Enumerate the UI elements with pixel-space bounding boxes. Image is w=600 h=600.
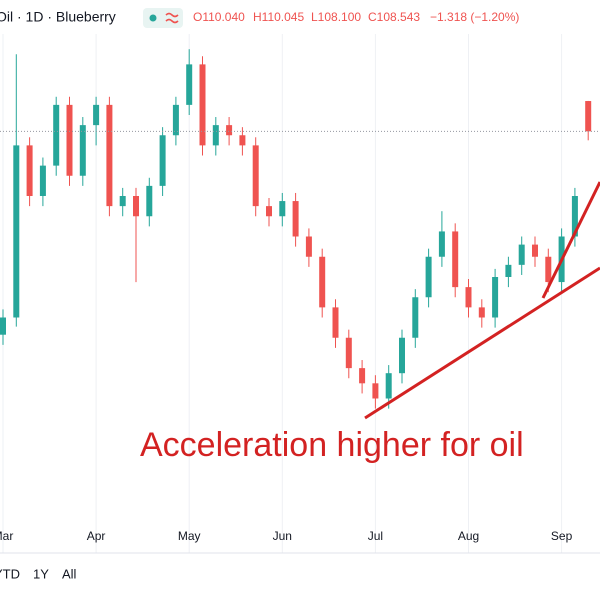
status-icon [165,12,179,24]
candle-body [571,196,578,237]
candle-body [412,297,419,338]
candle-body [425,256,432,298]
candle-body [279,201,286,217]
candle-body [66,104,73,176]
x-tick-label: Apr [87,529,106,543]
candle-body [438,231,445,257]
candle-body [79,125,86,176]
candle-body [119,196,126,207]
candle-body [518,244,525,265]
x-tick-label: Jun [273,529,292,543]
chart-title: Oil · 1D · Blueberry [0,9,116,25]
x-tick-label: May [178,529,201,543]
range-button[interactable]: YTD [0,566,20,581]
candle-body [372,383,379,399]
status-badge [143,8,183,28]
range-button[interactable]: 1Y [33,566,49,581]
candle-body [226,125,233,136]
candle-body [26,145,33,196]
candle-body [53,104,60,166]
candle-body [385,373,392,399]
candle-body [492,277,499,318]
candle-body [146,185,153,217]
x-tick-label: Mar [0,529,13,543]
candle-body [505,264,512,277]
candle-body [452,231,459,288]
candle-body [186,64,193,105]
candle-body [532,244,538,257]
candle-body [345,337,352,369]
trendline [364,266,600,420]
range-buttons: YTD 1Y All [0,566,77,581]
candle-body [359,368,366,384]
candle-body [133,196,139,217]
candle-body [252,145,259,207]
candle-body [266,206,272,217]
quote-value: −1.318 (−1.20%) [430,10,519,24]
range-button[interactable]: All [62,566,77,581]
quote-value: C108.543 [368,10,420,24]
candle-body [399,337,405,374]
quote-value: H110.045 [253,10,304,24]
candle-body [332,307,339,338]
trendline [541,181,600,299]
quote-value: L108.100 [311,10,361,24]
status-dot [149,14,157,22]
candle-body [465,287,472,308]
candle-body [93,104,100,126]
candle-body [172,104,179,136]
header-bg [0,0,600,34]
candle-body [0,317,6,335]
x-tick-label: Sep [551,529,573,543]
candle-body [39,165,46,196]
x-axis: Mar Apr May Jun Jul Aug Sep [0,529,573,543]
candle-body [585,101,592,132]
candle-body [545,256,552,283]
candle-body [13,145,20,318]
annotation: Acceleration higher for oil [140,426,524,464]
candle-body [199,64,206,146]
candle-body [292,201,299,237]
x-tick-label: Jul [368,529,383,543]
candle-body [239,135,246,146]
candle-body [159,135,166,186]
quote-value: O110.040 [193,10,245,24]
candle-body [106,104,113,207]
candle-body [319,256,326,308]
candle-body [305,236,312,257]
candle-body [212,125,219,146]
candle-body [478,307,485,318]
quote: O110.040 H110.045 L108.100 C108.543 −1.318 (… [193,10,519,24]
x-tick-label: Aug [458,529,479,543]
